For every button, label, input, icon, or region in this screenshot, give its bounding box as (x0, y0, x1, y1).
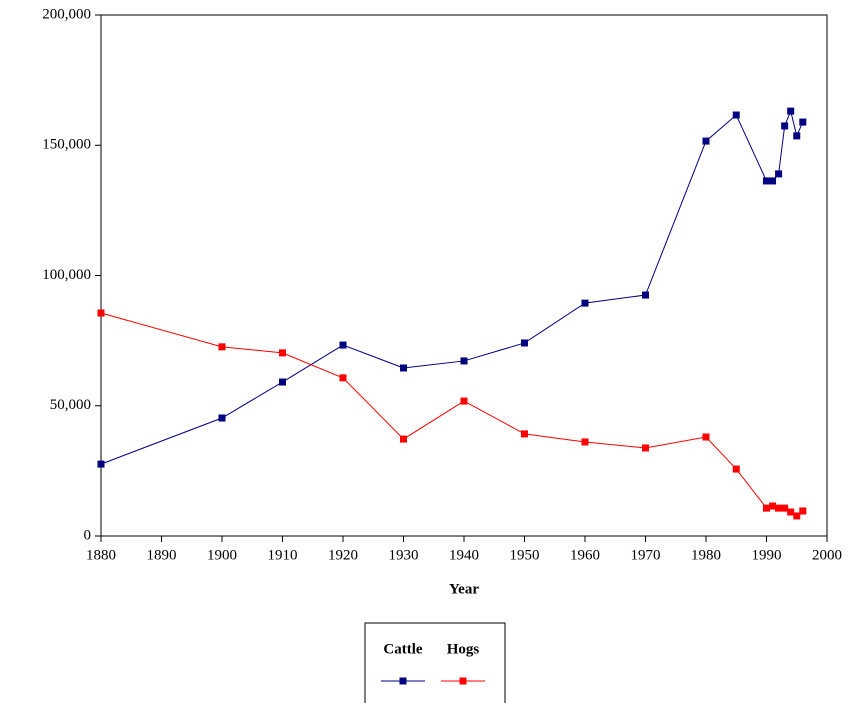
series-marker (732, 111, 740, 119)
x-tick-label: 1890 (147, 547, 177, 563)
series-marker (769, 177, 777, 185)
y-tick-label: 150,000 (42, 137, 91, 153)
x-tick-label: 1900 (207, 547, 237, 563)
series-marker (769, 502, 777, 510)
series-marker (763, 177, 770, 185)
series-marker (775, 504, 783, 512)
series-marker (218, 414, 226, 422)
legend-label: Hogs (447, 641, 480, 657)
series-marker (793, 132, 801, 140)
legend-label: Cattle (383, 641, 422, 657)
series-marker (460, 357, 468, 365)
series-marker (787, 508, 795, 516)
x-tick-label: 1960 (570, 547, 600, 563)
series-line (100, 109, 804, 465)
series-marker (781, 504, 789, 512)
x-tick-label: 1910 (268, 547, 298, 563)
series-marker (581, 299, 589, 307)
series-marker (279, 349, 286, 357)
series-line (100, 312, 804, 517)
y-tick-label: 50,000 (50, 397, 91, 413)
x-tick-label: 1970 (631, 547, 661, 563)
legend-marker (459, 677, 467, 685)
y-tick-label: 200,000 (42, 6, 91, 22)
series-marker (460, 397, 468, 405)
series-marker (702, 137, 710, 145)
x-tick-label: 1980 (691, 547, 721, 563)
x-tick-label: 2000 (812, 547, 842, 563)
series-marker (642, 444, 649, 452)
series-marker (279, 378, 286, 386)
series-marker (400, 364, 407, 372)
series-marker (400, 435, 407, 443)
series-marker (787, 107, 795, 115)
series-marker (521, 339, 528, 347)
x-axis-title: Year (449, 581, 479, 597)
series-marker (97, 460, 105, 468)
x-tick-label: 1930 (389, 547, 419, 563)
series-marker (732, 465, 740, 473)
series-marker (702, 433, 710, 441)
series-marker (642, 291, 649, 299)
y-tick-label: 100,000 (42, 267, 91, 283)
series-marker (775, 170, 783, 178)
series-marker (218, 343, 226, 351)
x-tick-label: 1990 (752, 547, 782, 563)
series-marker (581, 438, 589, 446)
x-tick-label: 1920 (328, 547, 358, 563)
legend-box (364, 622, 506, 703)
x-tick-label: 1940 (449, 547, 479, 563)
y-tick-label: 0 (84, 527, 92, 543)
x-tick-label: 1880 (86, 547, 116, 563)
plot-frame (100, 14, 828, 537)
series-marker (793, 512, 801, 520)
series-marker (781, 122, 789, 130)
series-marker (339, 374, 347, 382)
series-marker (799, 118, 807, 126)
legend-marker (399, 677, 407, 685)
series-marker (97, 309, 105, 317)
series-marker (799, 507, 807, 515)
series-marker (521, 430, 528, 438)
series-marker (339, 341, 347, 349)
series-marker (763, 504, 770, 512)
x-tick-label: 1950 (510, 547, 540, 563)
